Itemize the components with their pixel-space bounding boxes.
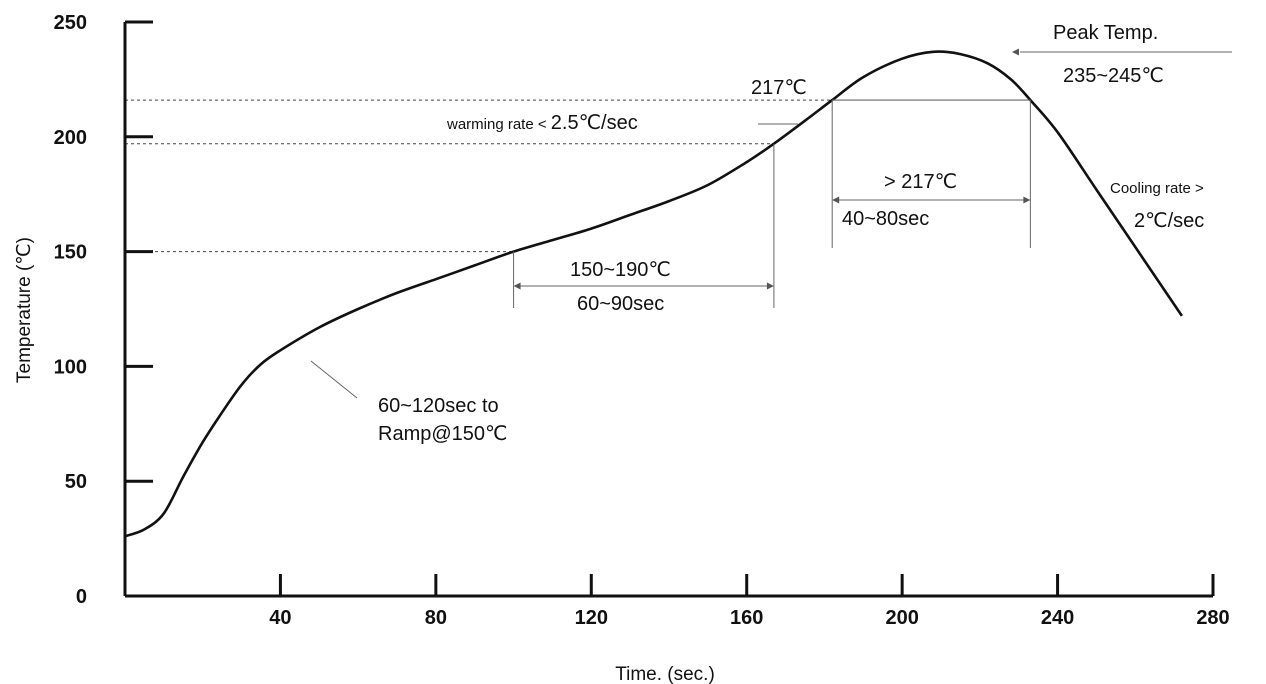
x-tick-label: 40: [269, 607, 291, 629]
y-tick-label: 200: [54, 127, 87, 149]
x-tick-label: 200: [885, 607, 918, 629]
x-tick-label: 160: [730, 607, 763, 629]
y-tick-label: 150: [54, 242, 87, 264]
soak-time-label: 60~90sec: [577, 293, 664, 315]
tick-marks: [125, 22, 1213, 596]
soak-arrow-left: [514, 283, 521, 290]
ramp-leader: [311, 361, 357, 398]
y-tick-label: 0: [76, 586, 87, 608]
t217-label: 217℃: [751, 77, 807, 99]
cooling-rate-line2: 2℃/sec: [1134, 210, 1204, 232]
above217-time: 40~80sec: [842, 208, 929, 230]
peak-temp-arrow: [1012, 49, 1019, 56]
axes: [125, 22, 1213, 596]
warming-rate-label: warming rate < 2.5℃/sec: [446, 112, 638, 134]
liquidus-arrow-left: [832, 197, 839, 204]
x-axis-label: Time. (sec.): [615, 664, 715, 684]
ramp-label-line2: Ramp@150℃: [378, 423, 507, 445]
x-tick-label: 80: [425, 607, 447, 629]
warming-rate-prefix: warming rate <: [446, 116, 551, 133]
cooling-rate-line1: Cooling rate >: [1110, 180, 1204, 197]
soak-temp-label: 150~190℃: [570, 259, 671, 281]
liquidus-arrow-right: [1023, 197, 1030, 204]
tick-labels: 0 50 100 150 200 250 40 80 120 160 200 240 280: [54, 12, 1230, 629]
dimension-lines: [311, 49, 1232, 399]
y-axis-label: Temperature (℃): [14, 237, 35, 383]
x-tick-label: 240: [1041, 607, 1074, 629]
peak-temp-range: 235~245℃: [1063, 65, 1164, 87]
x-tick-label: 120: [575, 607, 608, 629]
y-tick-label: 100: [54, 356, 87, 378]
y-tick-label: 50: [65, 471, 87, 493]
above217-label: > 217℃: [884, 171, 957, 193]
y-tick-label: 250: [54, 12, 87, 34]
peak-temp-label: Peak Temp.: [1053, 22, 1158, 44]
warming-rate-value: 2.5℃/sec: [551, 112, 638, 134]
ramp-label-line1: 60~120sec to: [378, 395, 499, 417]
x-tick-label: 280: [1196, 607, 1229, 629]
soak-arrow-right: [767, 283, 774, 290]
